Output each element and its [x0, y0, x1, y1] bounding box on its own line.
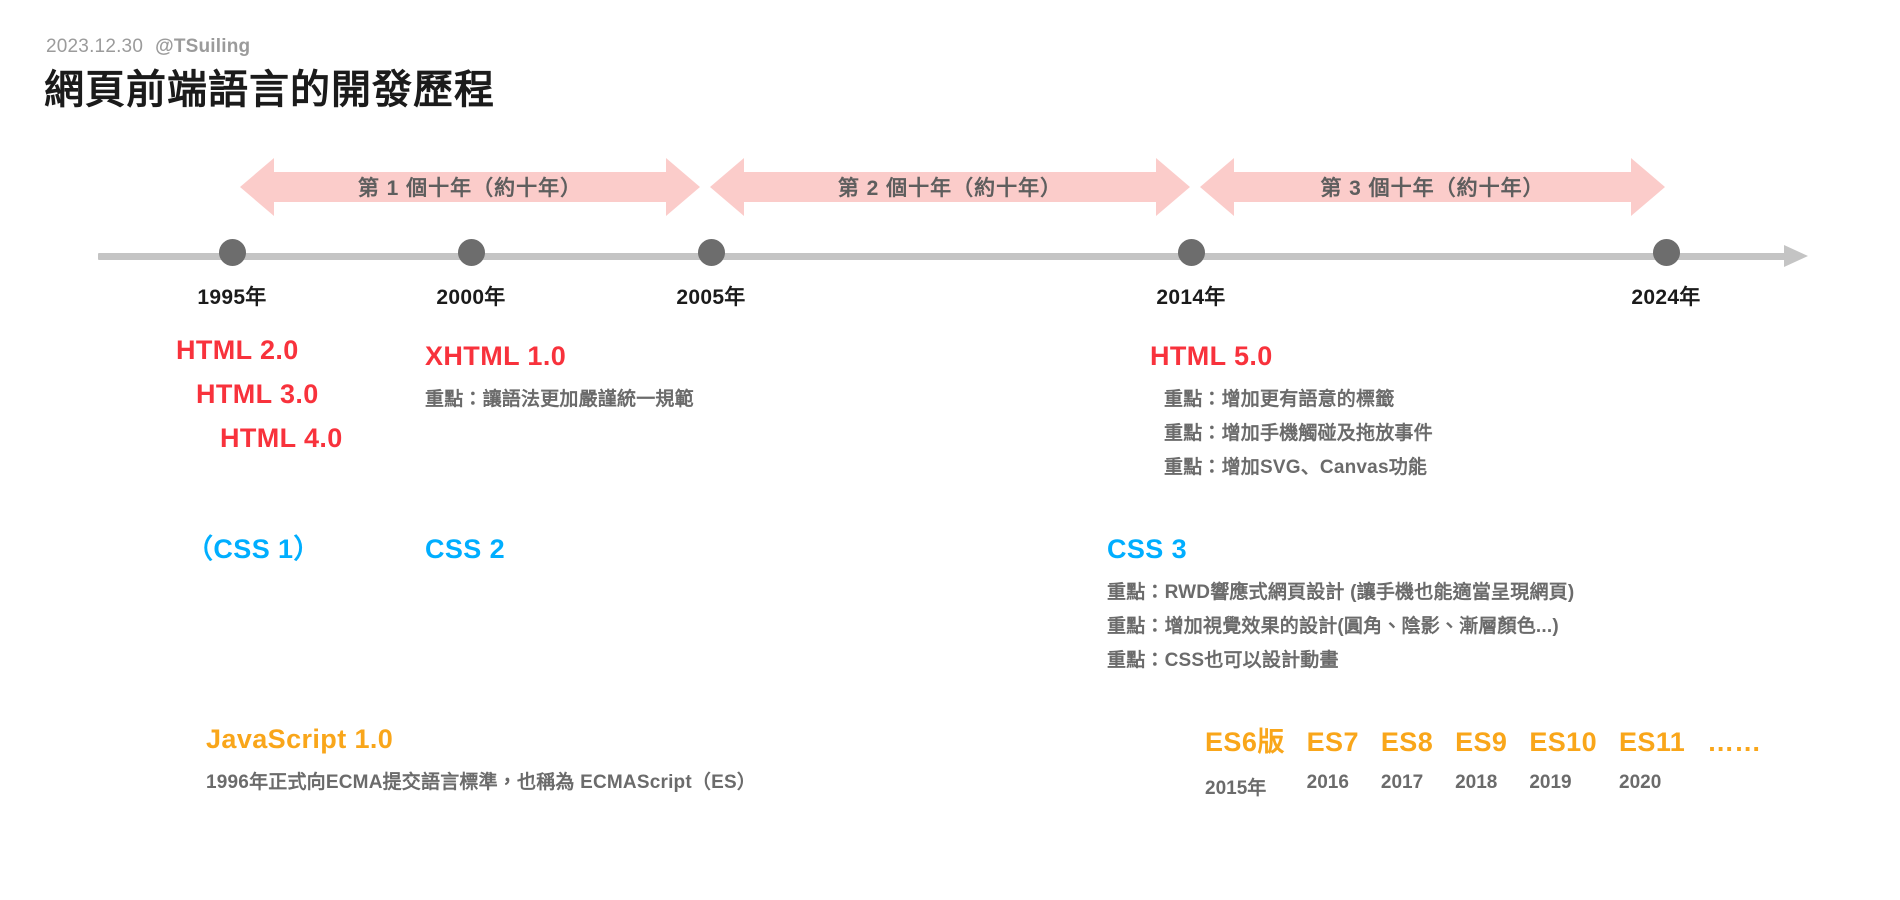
ecmascript-version-name: ES7	[1306, 727, 1359, 757]
double-arrow-icon	[240, 158, 700, 216]
xhtml-title: XHTML 1.0	[425, 341, 567, 371]
ecmascript-version-name: ES10	[1529, 727, 1597, 757]
html5-note: 重點：增加SVG、Canvas功能	[1164, 457, 1428, 479]
decade-arrow-3: 第 3 個十年（約十年）	[1200, 158, 1665, 216]
ecmascript-version-row: ES6版 2015年 ES7 2016 ES8 2017 ES9 2018 ES…	[1205, 720, 1761, 800]
publish-date: 2023.12.30	[46, 36, 144, 57]
double-arrow-icon	[1200, 158, 1665, 216]
timeline-node[interactable]	[1652, 239, 1680, 266]
ecmascript-ellipsis: ……	[1707, 727, 1762, 757]
author-handle: @TSuiling	[155, 36, 251, 57]
css2-title: CSS 2	[425, 534, 506, 564]
page-title: 網頁前端語言的開發歷程	[44, 68, 495, 112]
ecmascript-more: ……	[1707, 727, 1761, 758]
timeline-node[interactable]	[218, 239, 246, 266]
timeline-node[interactable]	[457, 239, 485, 266]
javascript-note: 1996年正式向ECMA提交語言標準，也稱為 ECMAScript（ES）	[206, 772, 757, 794]
javascript-title: JavaScript 1.0	[206, 724, 394, 754]
html-version: HTML 4.0	[220, 423, 343, 453]
ecmascript-version: ES6版 2015年	[1205, 720, 1285, 800]
decade-band: 第 1 個十年（約十年） 第 2 個十年（約十年） 第 3 個十年（約十年）	[0, 158, 1900, 216]
decade-arrow-2: 第 2 個十年（約十年）	[710, 158, 1190, 216]
timeline-node-label: 2024年	[1631, 286, 1701, 309]
html-version: HTML 3.0	[196, 379, 319, 409]
ecmascript-version-year: 2017	[1380, 772, 1424, 793]
ecmascript-version-name: ES11	[1619, 727, 1686, 757]
decade-label: 第 1 個十年（約十年）	[357, 177, 583, 200]
html-early-block: HTML 2.0 HTML 3.0 HTML 4.0	[176, 337, 343, 469]
ecmascript-version-year: 2018	[1455, 772, 1498, 793]
css1-block: （CSS 1）	[186, 530, 321, 569]
ecmascript-version-year: 2020	[1619, 772, 1662, 793]
ecmascript-version-year: 2015年	[1205, 778, 1267, 799]
timeline-node-label: 2000年	[436, 286, 506, 309]
byline: 2023.12.30 @TSuiling	[46, 36, 250, 58]
decade-label: 第 3 個十年（約十年）	[1320, 177, 1545, 200]
xhtml-block: XHTML 1.0 重點：讓語法更加嚴謹統一規範	[425, 337, 694, 409]
ecmascript-version: ES8 2017	[1381, 727, 1433, 794]
timeline-node[interactable]	[697, 239, 725, 266]
css1-title: （CSS 1）	[186, 534, 321, 564]
ecmascript-version: ES10 2019	[1529, 727, 1597, 794]
html-version: HTML 2.0	[176, 335, 299, 365]
timeline-node-label: 2014年	[1156, 286, 1226, 309]
css3-title: CSS 3	[1107, 534, 1188, 564]
css3-note: 重點：CSS也可以設計動畫	[1107, 650, 1339, 672]
html5-block: HTML 5.0 重點：增加更有語意的標籤 重點：增加手機觸碰及拖放事件 重點：…	[1150, 337, 1433, 477]
ecmascript-version-name: ES9	[1455, 727, 1508, 757]
timeline-node[interactable]	[1177, 239, 1205, 266]
css2-block: CSS 2	[425, 530, 505, 569]
html5-note: 重點：增加更有語意的標籤	[1164, 389, 1395, 411]
axis-arrowhead-icon	[1784, 245, 1808, 267]
css3-note: 重點：增加視覺效果的設計(圓角、陰影、漸層顏色...)	[1107, 616, 1559, 638]
ecmascript-block: ES6版 2015年 ES7 2016 ES8 2017 ES9 2018 ES…	[1205, 720, 1761, 800]
ecmascript-version-year: 2019	[1529, 772, 1572, 793]
ecmascript-version: ES11 2020	[1619, 727, 1685, 794]
timeline-axis: 1995年 2000年 2005年 2014年 2024年	[98, 239, 1808, 309]
ecmascript-version: ES9 2018	[1455, 727, 1507, 794]
css3-block: CSS 3 重點：RWD響應式網頁設計 (讓手機也能適當呈現網頁) 重點：增加視…	[1107, 530, 1574, 670]
decade-label: 第 2 個十年（約十年）	[837, 177, 1063, 200]
xhtml-note: 重點：讓語法更加嚴謹統一規範	[425, 389, 694, 411]
css3-note: 重點：RWD響應式網頁設計 (讓手機也能適當呈現網頁)	[1107, 582, 1575, 604]
axis-line	[98, 253, 1786, 260]
timeline-node-label: 2005年	[676, 286, 746, 309]
html5-title: HTML 5.0	[1150, 341, 1273, 371]
decade-arrow-1: 第 1 個十年（約十年）	[240, 158, 700, 216]
javascript-block: JavaScript 1.0 1996年正式向ECMA提交語言標準，也稱為 EC…	[206, 720, 756, 792]
ecmascript-version-name: ES6版	[1205, 727, 1285, 757]
ecmascript-version: ES7 2016	[1307, 727, 1359, 794]
ecmascript-version-name: ES8	[1380, 727, 1434, 757]
html5-note: 重點：增加手機觸碰及拖放事件	[1164, 423, 1433, 445]
double-arrow-icon	[710, 158, 1190, 216]
ecmascript-version-year: 2016	[1306, 772, 1349, 793]
timeline-node-label: 1995年	[197, 286, 267, 309]
